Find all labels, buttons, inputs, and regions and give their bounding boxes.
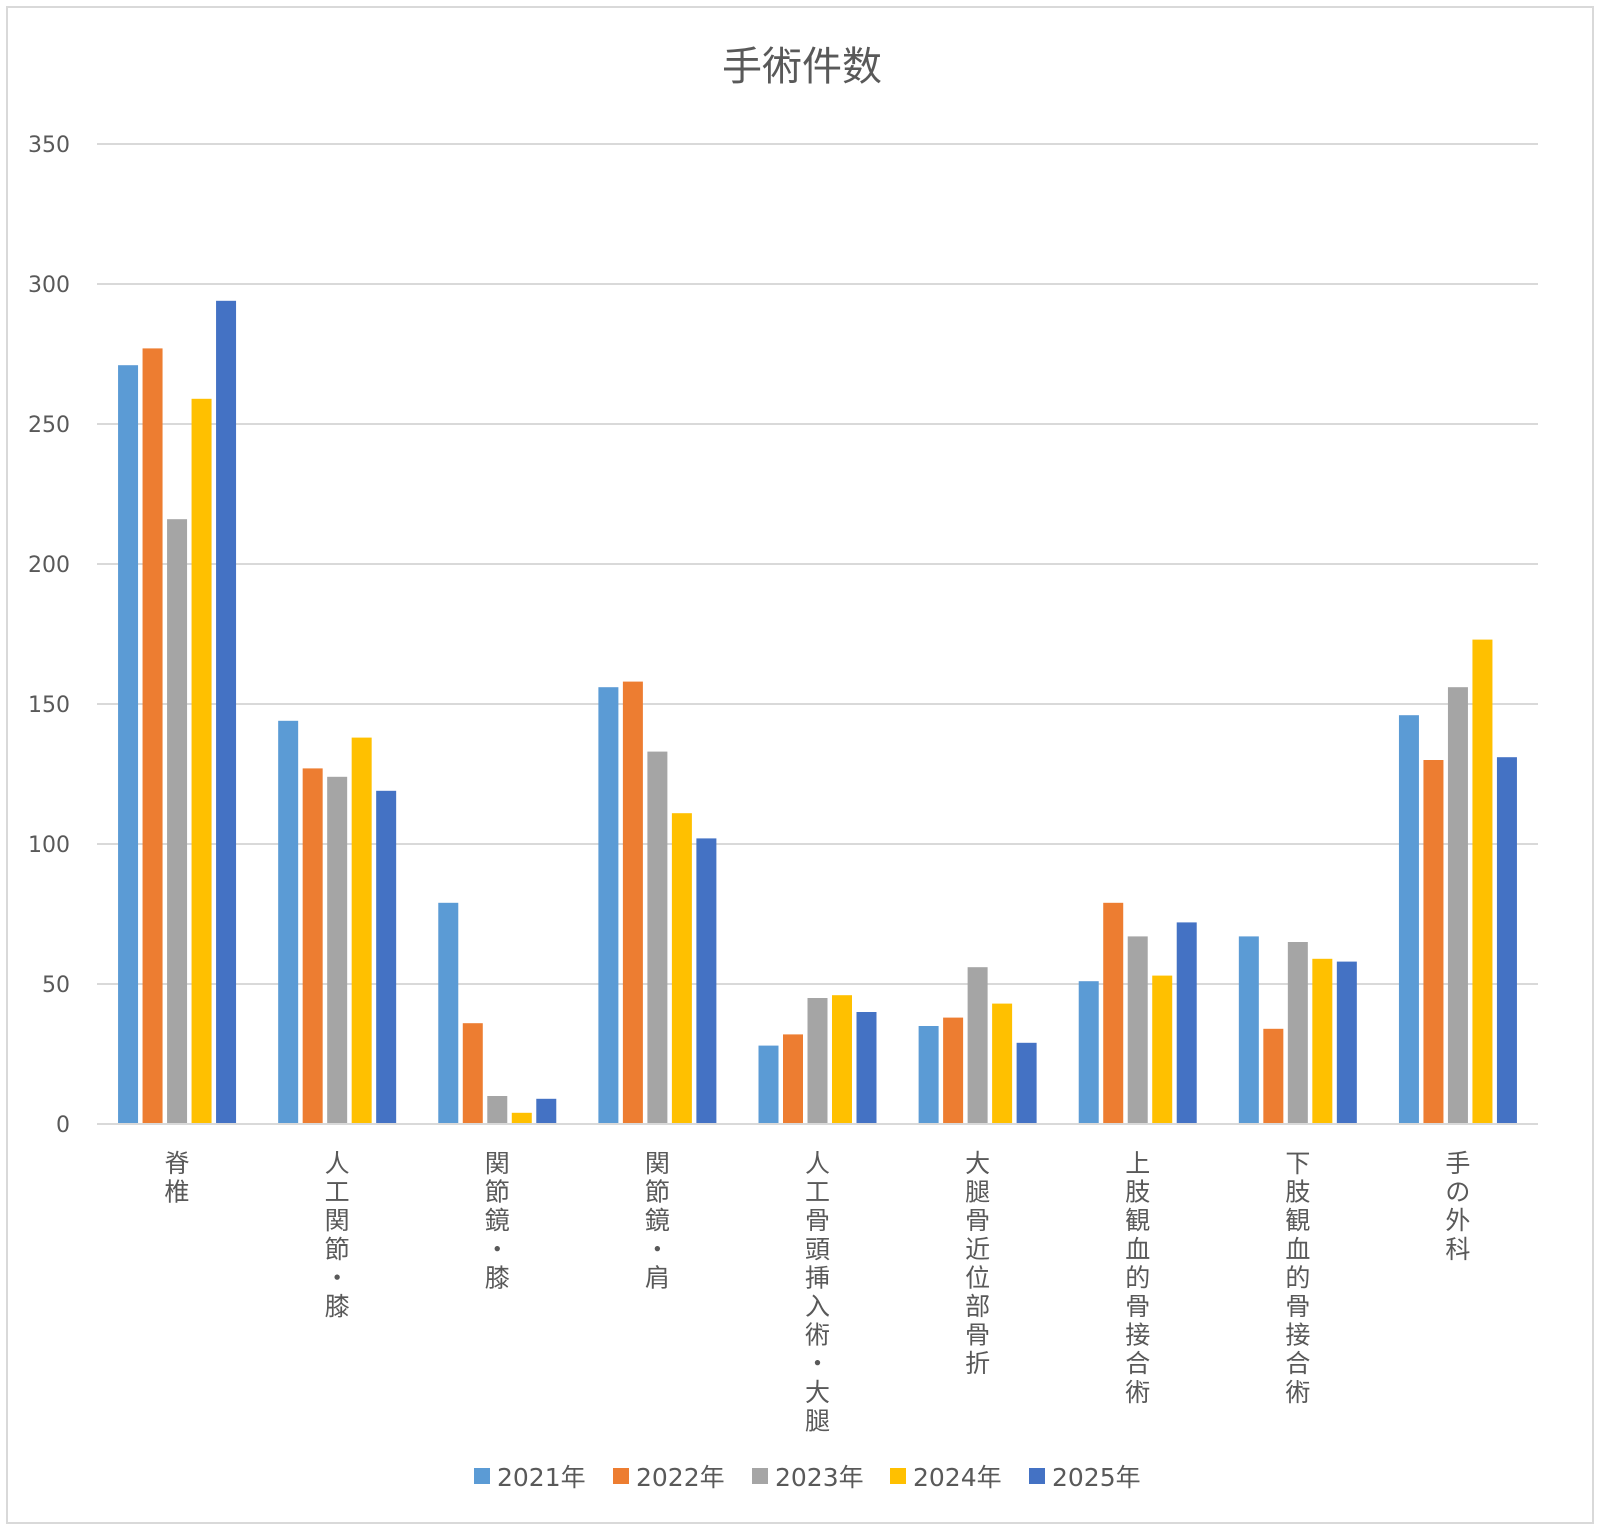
y-tick-label: 350 bbox=[28, 133, 70, 158]
bar bbox=[1398, 715, 1419, 1124]
bar bbox=[278, 720, 299, 1124]
bar bbox=[1176, 922, 1197, 1124]
bar bbox=[918, 1026, 939, 1124]
bar bbox=[1263, 1028, 1284, 1124]
bar bbox=[376, 790, 397, 1124]
bar bbox=[167, 519, 188, 1124]
bar bbox=[1312, 958, 1333, 1124]
legend-swatch bbox=[752, 1468, 768, 1484]
legend-swatch bbox=[474, 1468, 490, 1484]
bar bbox=[758, 1045, 779, 1124]
bar bbox=[992, 1003, 1013, 1124]
bar bbox=[783, 1034, 803, 1124]
bar bbox=[807, 998, 828, 1124]
bar bbox=[647, 751, 668, 1124]
legend-label: 2024年 bbox=[913, 1463, 1002, 1492]
bar bbox=[302, 768, 323, 1124]
bar bbox=[462, 1023, 483, 1124]
bar bbox=[598, 687, 619, 1124]
legend-label: 2025年 bbox=[1052, 1463, 1141, 1492]
bar bbox=[1078, 981, 1099, 1124]
bar bbox=[1472, 639, 1493, 1124]
legend: 2021年 2022年 2023年 2024年 2025年 bbox=[474, 1463, 1141, 1492]
bar bbox=[832, 995, 852, 1124]
bar bbox=[622, 681, 643, 1124]
bar bbox=[142, 348, 163, 1124]
category-label: 関節鏡・膝 bbox=[485, 1149, 510, 1292]
legend-label: 2022年 bbox=[636, 1463, 725, 1492]
bar bbox=[856, 1012, 877, 1124]
bar bbox=[967, 967, 988, 1124]
bar bbox=[1152, 975, 1173, 1124]
bar bbox=[118, 365, 139, 1124]
bar bbox=[438, 902, 459, 1124]
bar bbox=[1238, 936, 1259, 1124]
chart-title: 手術件数 bbox=[722, 44, 882, 90]
bar bbox=[943, 1017, 964, 1124]
legend-swatch bbox=[1029, 1468, 1045, 1484]
bar bbox=[487, 1096, 508, 1124]
bar bbox=[1496, 757, 1517, 1124]
legend-swatch bbox=[613, 1468, 629, 1484]
category-label: 関節鏡・肩 bbox=[645, 1149, 670, 1292]
bar bbox=[351, 737, 372, 1124]
bar bbox=[1127, 936, 1148, 1124]
legend-label: 2023年 bbox=[775, 1463, 864, 1492]
chart-frame bbox=[6, 6, 1594, 1524]
legend-label: 2021年 bbox=[497, 1463, 586, 1492]
bars bbox=[118, 300, 1517, 1124]
y-tick-label: 0 bbox=[56, 1113, 70, 1138]
x-axis-category-labels: 脊椎 人工関節・膝 関節鏡・膝 関節鏡・肩 人工骨頭挿入術・大腿 大腿骨近位部骨折 上肢観血… bbox=[165, 1149, 1471, 1435]
y-tick-label: 200 bbox=[28, 553, 70, 578]
bar bbox=[1447, 687, 1468, 1124]
y-tick-label: 50 bbox=[42, 973, 70, 998]
bar bbox=[511, 1112, 532, 1124]
bar bbox=[216, 300, 237, 1124]
category-label: 人工関節・膝 bbox=[325, 1149, 350, 1321]
category-label: 上肢観血的骨接合術 bbox=[1125, 1149, 1150, 1407]
category-label: 人工骨頭挿入術・大腿 bbox=[805, 1149, 830, 1435]
bar bbox=[1103, 902, 1124, 1124]
bar bbox=[1423, 760, 1444, 1124]
category-label: 脊椎 bbox=[165, 1149, 190, 1207]
y-axis-tick-labels: 0 50 100 150 200 250 300 350 bbox=[28, 133, 70, 1138]
bar bbox=[536, 1098, 557, 1124]
bar bbox=[1336, 961, 1357, 1124]
bar bbox=[327, 776, 348, 1124]
bar bbox=[1287, 942, 1308, 1124]
bar bbox=[671, 813, 692, 1124]
bar bbox=[696, 838, 717, 1124]
category-label: 大腿骨近位部骨折 bbox=[965, 1149, 990, 1378]
bar bbox=[191, 398, 212, 1124]
bar bbox=[1016, 1042, 1037, 1124]
y-tick-label: 300 bbox=[28, 273, 70, 298]
y-tick-label: 150 bbox=[28, 693, 70, 718]
y-tick-label: 250 bbox=[28, 413, 70, 438]
category-label: 手の外科 bbox=[1445, 1149, 1470, 1264]
legend-swatch bbox=[890, 1468, 906, 1484]
y-tick-label: 100 bbox=[28, 833, 70, 858]
category-label: 下肢観血的骨接合術 bbox=[1285, 1149, 1310, 1407]
